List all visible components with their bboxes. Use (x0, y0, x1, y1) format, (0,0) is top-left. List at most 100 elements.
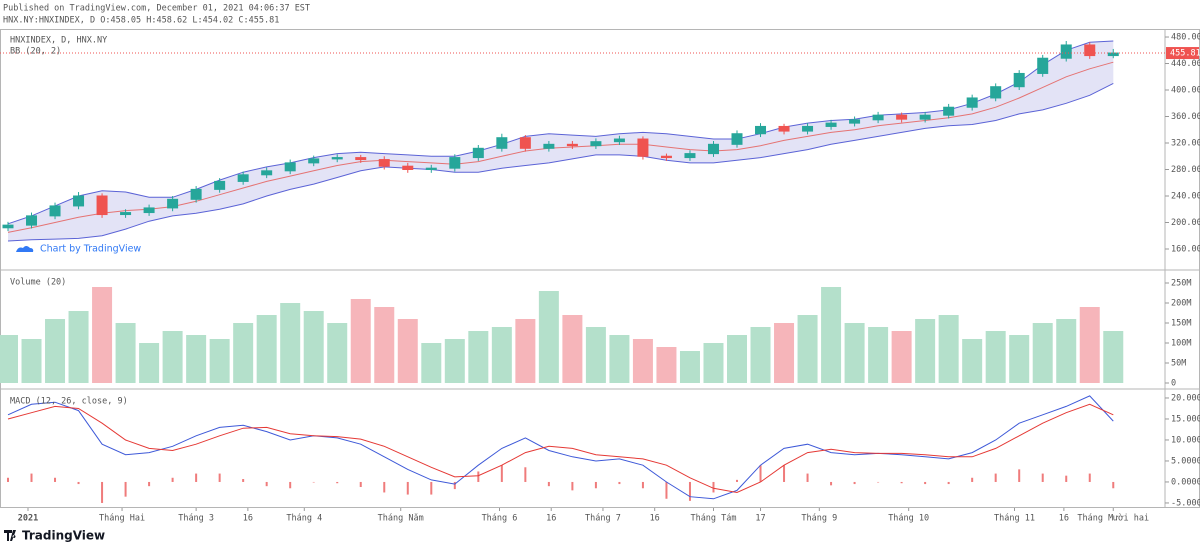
x-tick-label: 16 (546, 514, 556, 524)
y-tick-label: 200M (1171, 299, 1191, 309)
candle-body (684, 153, 696, 159)
y-tick-label: 200.00 (1171, 218, 1200, 228)
macd-histogram-bar (1018, 469, 1021, 482)
band-middle (7, 61, 1114, 233)
candle-body (284, 162, 296, 172)
candle-body (1084, 44, 1096, 57)
volume-bar (45, 319, 66, 383)
volume-bar (703, 343, 724, 383)
volume-bar (679, 351, 700, 383)
candle-body (825, 122, 837, 127)
candle-body (214, 180, 226, 190)
y-tick-label: 240.00 (1171, 191, 1200, 201)
volume-bar (727, 335, 748, 383)
macd-histogram-bar (547, 481, 550, 487)
macd-histogram-bar (148, 481, 151, 487)
x-tick-label: Tháng 11 (994, 514, 1035, 524)
y-tick-label: 15.0000 (1171, 414, 1200, 424)
volume-bar (562, 315, 583, 383)
watermark: Chart by TradingView (16, 244, 141, 255)
macd-histogram-bar (524, 467, 527, 482)
y-tick-label: 160.00 (1171, 244, 1200, 254)
volume-bar (139, 343, 160, 383)
candle-body (660, 155, 672, 159)
macd-histogram-bar (900, 481, 903, 484)
candle-body (590, 141, 602, 147)
macd-histogram-bar (971, 477, 974, 482)
candle-body (896, 114, 908, 120)
y-tick-label: 400.00 (1171, 86, 1200, 96)
volume-bar (1079, 307, 1100, 383)
x-tick-label: Tháng 4 (286, 514, 322, 524)
pane-title: HNXINDEX, D, HNX.NY (10, 36, 107, 46)
macd-histogram-bar (359, 481, 362, 488)
volume-bar (209, 339, 230, 383)
macd-histogram-bar (877, 481, 880, 483)
macd-histogram-bar (289, 481, 292, 489)
macd-histogram-bar (30, 473, 33, 482)
candle-body (919, 114, 931, 120)
macd-histogram-bar (383, 481, 386, 493)
x-tick-label: 16 (243, 514, 253, 524)
x-tick-label: Tháng 9 (801, 514, 837, 524)
macd-histogram-bar (6, 477, 9, 482)
band-lower (7, 82, 1114, 242)
volume-bar (868, 327, 889, 383)
candle-body (355, 157, 367, 161)
macd-histogram-bar (218, 473, 221, 482)
volume-bar (1056, 319, 1077, 383)
volume-bar (468, 331, 489, 383)
x-tick-label: Tháng 10 (888, 514, 929, 524)
candle-body (543, 143, 555, 149)
y-tick-label: 250M (1171, 279, 1191, 289)
volume-bar (186, 335, 207, 383)
candle-body (120, 212, 132, 216)
macd-histogram-bar (101, 481, 104, 503)
volume-bar (891, 331, 912, 383)
last-price-label: 455.81 (1170, 49, 1200, 59)
y-tick-label: 280.00 (1171, 165, 1200, 175)
volume-bar (350, 299, 371, 383)
candle-body (167, 198, 179, 209)
volume-bar (303, 311, 324, 383)
volume-bar (797, 315, 818, 383)
candle-body (849, 119, 861, 124)
candle-body (707, 143, 719, 155)
volume-bar (491, 327, 512, 383)
candle-body (96, 195, 108, 216)
macd-histogram-bar (759, 465, 762, 482)
macd-histogram-bar (195, 473, 198, 482)
candle-body (519, 137, 531, 149)
y-tick-label: 100M (1171, 339, 1191, 349)
volume-bar (444, 339, 465, 383)
volume-bar (750, 327, 771, 383)
y-tick-label: 0 (1171, 379, 1176, 389)
x-tick-label: 17 (755, 514, 765, 524)
y-tick-label: 440.00 (1171, 59, 1200, 69)
candle-body (143, 207, 155, 214)
volume-bar (374, 307, 395, 383)
volume-bar (962, 339, 983, 383)
candle-body (472, 147, 484, 159)
volume-bar (985, 331, 1006, 383)
logo-icon (4, 530, 16, 541)
macd-histogram-bar (406, 481, 409, 495)
macd-histogram-bar (994, 473, 997, 482)
macd-histogram-bar (712, 481, 715, 493)
y-tick-label: 10.0000 (1171, 435, 1200, 445)
volume-bar (162, 331, 183, 383)
x-tick-label: Tháng Năm (378, 514, 424, 524)
x-tick-label: Tháng 7 (585, 514, 621, 524)
candle-body (778, 125, 790, 132)
x-tick-label: 2021 (18, 514, 38, 524)
macd-histogram-bar (430, 481, 433, 495)
macd-histogram-bar (1065, 475, 1068, 482)
volume-bar (256, 315, 277, 383)
macd-histogram-bar (618, 481, 621, 485)
x-tick-label: Tháng Hai (99, 514, 145, 524)
volume-bar (821, 287, 842, 383)
x-tick-label: Tháng 6 (482, 514, 518, 524)
macd-line (7, 395, 1114, 500)
macd-histogram-bar (571, 481, 574, 491)
